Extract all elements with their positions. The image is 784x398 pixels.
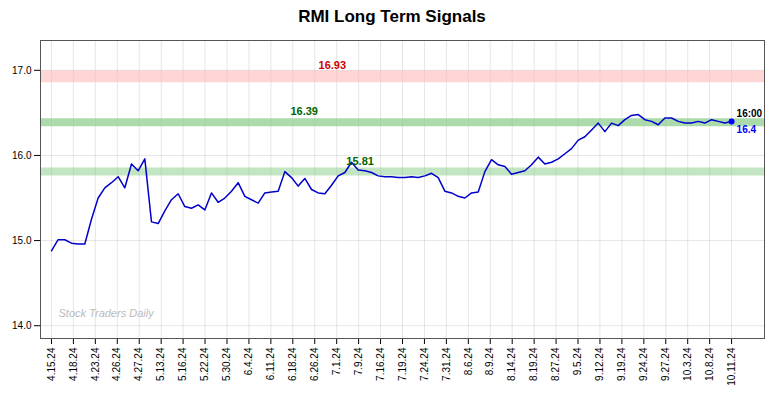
svg-text:5.13.24: 5.13.24 [155, 347, 166, 381]
svg-text:8.19.24: 8.19.24 [528, 347, 539, 381]
svg-text:6.26.24: 6.26.24 [309, 347, 320, 381]
svg-text:10.11.24: 10.11.24 [726, 347, 737, 386]
svg-text:8.14.24: 8.14.24 [506, 347, 517, 381]
svg-text:5.16.24: 5.16.24 [177, 347, 188, 381]
svg-text:16.0: 16.0 [12, 150, 32, 161]
svg-text:4.27.24: 4.27.24 [133, 347, 144, 381]
svg-text:10.8.24: 10.8.24 [704, 347, 715, 381]
svg-text:4.23.24: 4.23.24 [90, 347, 101, 381]
svg-text:5.30.24: 5.30.24 [221, 347, 232, 381]
svg-text:7.1.24: 7.1.24 [331, 347, 342, 375]
svg-text:5.22.24: 5.22.24 [199, 347, 210, 381]
svg-text:9.24.24: 9.24.24 [638, 347, 649, 381]
svg-text:9.19.24: 9.19.24 [616, 347, 627, 381]
svg-text:16.93: 16.93 [319, 59, 347, 71]
svg-text:7.9.24: 7.9.24 [353, 347, 364, 375]
svg-text:16:00: 16:00 [737, 108, 763, 119]
svg-text:15.0: 15.0 [12, 235, 32, 246]
svg-text:4.15.24: 4.15.24 [46, 347, 57, 381]
svg-text:15.81: 15.81 [346, 155, 374, 167]
svg-text:9.5.24: 9.5.24 [572, 347, 583, 375]
svg-text:17.0: 17.0 [12, 65, 32, 76]
svg-text:8.27.24: 8.27.24 [550, 347, 561, 381]
svg-text:14.0: 14.0 [12, 320, 32, 331]
svg-text:16.39: 16.39 [290, 105, 318, 117]
svg-text:6.18.24: 6.18.24 [287, 347, 298, 381]
svg-text:Stock Traders Daily: Stock Traders Daily [59, 307, 156, 319]
svg-text:9.12.24: 9.12.24 [594, 347, 605, 381]
svg-text:6.4.24: 6.4.24 [243, 347, 254, 375]
svg-text:7.16.24: 7.16.24 [375, 347, 386, 381]
svg-text:7.31.24: 7.31.24 [441, 347, 452, 381]
html-text:RMI Long Term Signals: RMI Long Term Signals [298, 7, 486, 26]
svg-text:10.3.24: 10.3.24 [682, 347, 693, 381]
svg-text:7.19.24: 7.19.24 [397, 347, 408, 381]
svg-text:8.6.24: 8.6.24 [463, 347, 474, 375]
svg-text:8.9.24: 8.9.24 [484, 347, 495, 375]
svg-text:9.27.24: 9.27.24 [660, 347, 671, 381]
svg-text:6.11.24: 6.11.24 [265, 347, 276, 380]
svg-text:4.26.24: 4.26.24 [111, 347, 122, 381]
svg-text:16.4: 16.4 [737, 124, 757, 135]
svg-text:7.24.24: 7.24.24 [419, 347, 430, 381]
svg-text:4.18.24: 4.18.24 [68, 347, 79, 381]
